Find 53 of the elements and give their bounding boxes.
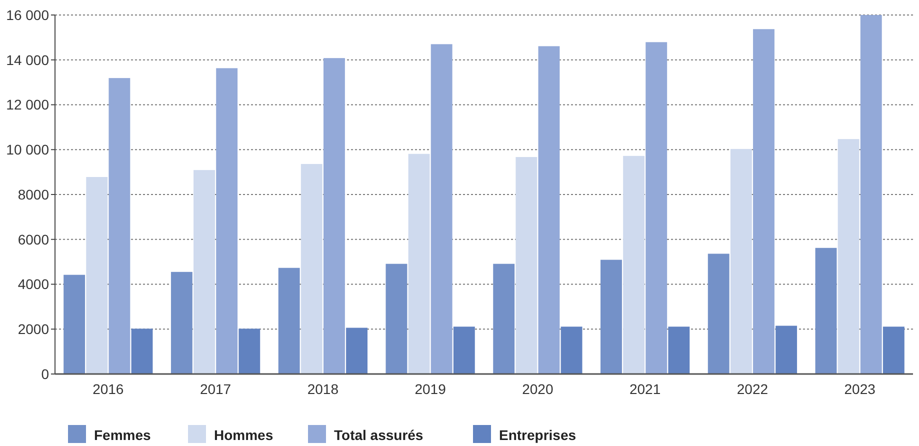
bar [108, 78, 130, 374]
bar [516, 157, 538, 374]
y-tick-label: 4000 [18, 276, 50, 292]
bar [708, 254, 730, 374]
y-tick-label: 12 000 [6, 96, 50, 113]
legend-label: Total assurés [334, 427, 424, 443]
bar [300, 164, 322, 374]
bar [538, 46, 560, 374]
bar [815, 248, 837, 374]
bar [194, 170, 215, 374]
bar [730, 148, 752, 374]
x-tick-label: 2023 [844, 381, 876, 397]
bar [560, 326, 582, 374]
x-tick-label: 2018 [307, 381, 339, 397]
bar [430, 44, 452, 374]
bar [838, 139, 860, 374]
bar [453, 326, 475, 374]
legend-label: Hommes [214, 427, 274, 443]
y-tick-label: 8000 [18, 186, 50, 202]
bar [238, 328, 260, 374]
bar [882, 326, 904, 374]
y-tick-label: 16 000 [6, 6, 50, 23]
y-tick-label: 10 000 [6, 142, 50, 158]
bar [131, 328, 153, 374]
bar [860, 15, 882, 374]
y-tick-label: 14 000 [6, 52, 50, 68]
bar [623, 156, 645, 374]
bar [646, 42, 668, 374]
y-tick-label: 2000 [18, 321, 50, 338]
y-tick-label: 0 [41, 366, 50, 382]
bar [278, 268, 300, 374]
bar [170, 272, 192, 374]
x-tick-label: 2021 [630, 381, 661, 397]
x-tick-label: 2022 [736, 381, 768, 397]
x-tick-label: 2017 [200, 381, 232, 397]
bar [216, 68, 238, 374]
bar [323, 58, 345, 374]
x-tick-label: 2020 [522, 381, 554, 397]
bar [493, 264, 515, 374]
bar [346, 328, 368, 374]
x-tick-label: 2016 [92, 381, 124, 397]
y-tick-label: 6000 [18, 231, 50, 248]
bar [668, 326, 690, 374]
legend-label: Femmes [94, 427, 152, 443]
bar [386, 264, 408, 374]
bar [753, 29, 774, 374]
bar [408, 154, 430, 374]
bar [64, 274, 86, 374]
bar [776, 326, 798, 374]
x-tick-label: 2019 [414, 381, 446, 397]
bar [86, 177, 108, 374]
legend-label: Entreprises [499, 427, 576, 443]
bar [600, 260, 622, 374]
